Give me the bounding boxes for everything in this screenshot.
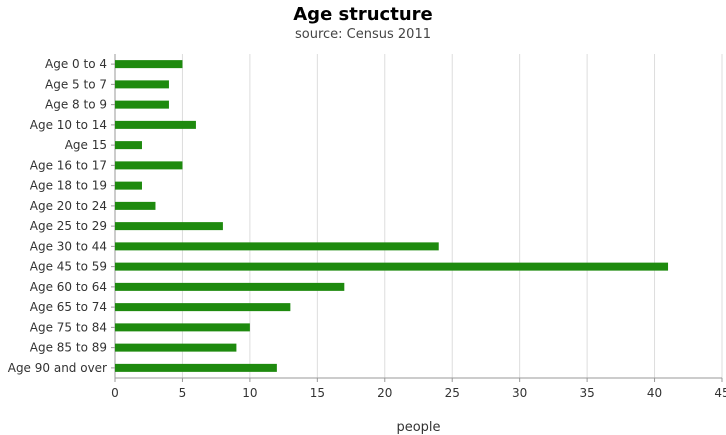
y-tick-label-9: Age 30 to 44: [30, 239, 107, 253]
y-tick-label-14: Age 85 to 89: [30, 341, 107, 355]
bar-2: [115, 100, 169, 109]
chart-title: Age structure: [293, 4, 433, 25]
bar-3: [115, 120, 196, 129]
x-tick-label-7: 35: [579, 386, 594, 400]
bar-0: [115, 60, 183, 69]
bar-8: [115, 222, 223, 231]
bar-5: [115, 161, 183, 170]
y-tick-label-7: Age 20 to 24: [30, 199, 107, 213]
y-tick-label-0: Age 0 to 4: [45, 57, 107, 71]
bar-7: [115, 201, 156, 210]
y-tick-label-1: Age 5 to 7: [45, 77, 107, 91]
x-tick-label-8: 40: [647, 386, 662, 400]
x-tick-label-4: 20: [377, 386, 392, 400]
y-tick-label-6: Age 18 to 19: [30, 179, 107, 193]
x-tick-label-2: 10: [242, 386, 257, 400]
bar-6: [115, 181, 142, 190]
bar-4: [115, 141, 142, 150]
y-tick-label-13: Age 75 to 84: [30, 320, 107, 334]
bar-10: [115, 262, 669, 271]
chart-subtitle: source: Census 2011: [295, 27, 431, 42]
x-tick-label-6: 30: [512, 386, 527, 400]
x-tick-label-9: 45: [714, 386, 726, 400]
bar-12: [115, 303, 291, 312]
y-tick-label-3: Age 10 to 14: [30, 118, 107, 132]
y-tick-label-8: Age 25 to 29: [30, 219, 107, 233]
x-tick-label-5: 25: [445, 386, 460, 400]
y-tick-label-4: Age 15: [65, 138, 107, 152]
y-tick-label-5: Age 16 to 17: [30, 158, 107, 172]
y-tick-label-10: Age 45 to 59: [30, 260, 107, 274]
x-tick-label-0: 0: [111, 386, 119, 400]
bar-13: [115, 323, 250, 332]
bar-1: [115, 80, 169, 89]
bar-9: [115, 242, 439, 251]
y-tick-label-15: Age 90 and over: [8, 361, 107, 375]
y-tick-label-11: Age 60 to 64: [30, 280, 107, 294]
x-tick-label-1: 5: [179, 386, 187, 400]
x-tick-label-3: 15: [310, 386, 325, 400]
y-tick-label-2: Age 8 to 9: [45, 98, 107, 112]
x-axis-title: people: [396, 420, 440, 435]
bar-15: [115, 363, 277, 372]
y-tick-label-12: Age 65 to 74: [30, 300, 107, 314]
bar-14: [115, 343, 237, 352]
bar-11: [115, 282, 345, 291]
